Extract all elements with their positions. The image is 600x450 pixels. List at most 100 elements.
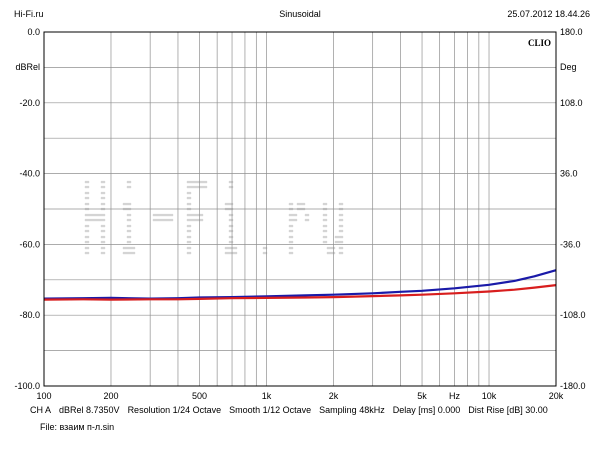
watermark-dot: [186, 240, 190, 244]
watermark-dot: [100, 246, 104, 250]
watermark-dot: [340, 213, 344, 217]
watermark-dot: [288, 202, 292, 206]
watermark-dot: [128, 235, 132, 239]
watermark-dot: [186, 196, 190, 200]
watermark-dot: [126, 202, 130, 206]
watermark-dot: [290, 246, 294, 250]
watermark-dot: [288, 235, 292, 239]
watermark-dot: [88, 218, 92, 222]
watermark-dot: [290, 202, 294, 206]
watermark-dot: [100, 213, 104, 217]
watermark-dot: [100, 180, 104, 184]
watermark-dot: [324, 213, 328, 217]
watermark-dot: [338, 202, 342, 206]
watermark-dot: [228, 229, 232, 233]
watermark-dot: [126, 218, 130, 222]
watermark-dot: [192, 213, 196, 217]
series-layer: [43, 269, 557, 301]
watermark-dot: [324, 240, 328, 244]
watermark-dot: [228, 185, 232, 189]
watermark-dot: [84, 185, 88, 189]
watermark-dot: [306, 218, 310, 222]
watermark-dot: [302, 202, 306, 206]
watermark-dot: [190, 185, 194, 189]
watermark-dot: [94, 218, 98, 222]
watermark-dot: [100, 251, 104, 255]
watermark-dot: [300, 202, 304, 206]
watermark-dot: [330, 246, 334, 250]
watermark-dot: [86, 202, 90, 206]
watermark-dot: [92, 213, 96, 217]
watermark-dot: [128, 240, 132, 244]
watermark-dot: [102, 224, 106, 228]
watermark-dot: [102, 240, 106, 244]
watermark-dot: [128, 180, 132, 184]
watermark-dot: [126, 246, 130, 250]
watermark-dot: [338, 240, 342, 244]
watermark-dot: [204, 185, 208, 189]
watermark-dot: [84, 196, 88, 200]
watermark-dot: [264, 251, 268, 255]
watermark-dot: [326, 246, 330, 250]
watermark-dot: [86, 235, 90, 239]
watermark-dot: [100, 235, 104, 239]
watermark-dot: [324, 224, 328, 228]
watermark-dot: [304, 218, 308, 222]
watermark-dot: [338, 229, 342, 233]
watermark-dot: [122, 202, 126, 206]
watermark-dot: [186, 202, 190, 206]
watermark-dot: [124, 251, 128, 255]
watermark-dot: [262, 251, 266, 255]
watermark-dot: [86, 240, 90, 244]
watermark-dot: [340, 235, 344, 239]
footer-unit-voltage: dBRel 8.7350V: [59, 405, 120, 415]
watermark-dot: [224, 202, 228, 206]
watermark-dot: [196, 185, 200, 189]
footer-resolution: Resolution 1/24 Octave: [127, 405, 222, 415]
watermark-dot: [86, 224, 90, 228]
header-title: Sinusoidal: [279, 9, 321, 19]
watermark-dot: [228, 202, 232, 206]
watermark-dot: [128, 218, 132, 222]
watermark-dot: [84, 224, 88, 228]
watermark-dot: [102, 213, 106, 217]
watermark-dot: [122, 251, 126, 255]
watermark-char: [84, 180, 106, 255]
watermark-dot: [202, 185, 206, 189]
watermark-dot: [188, 213, 192, 217]
watermark-char: [288, 202, 310, 255]
watermark-dot: [186, 213, 190, 217]
watermark-dot: [232, 251, 236, 255]
watermark-dot: [322, 229, 326, 233]
watermark-dot: [262, 246, 266, 250]
watermark-dot: [338, 246, 342, 250]
y-tick-label-left: -20.0: [19, 98, 40, 108]
watermark-dot: [330, 251, 334, 255]
watermark-dot: [328, 246, 332, 250]
watermark-dot: [186, 229, 190, 233]
watermark-dot: [126, 213, 130, 217]
watermark-dot: [290, 229, 294, 233]
watermark-dot: [84, 246, 88, 250]
watermark-dot: [324, 229, 328, 233]
watermark-dot: [226, 251, 230, 255]
watermark-dot: [122, 246, 126, 250]
watermark-dot: [186, 246, 190, 250]
watermark-dot: [322, 224, 326, 228]
watermark-dot: [304, 213, 308, 217]
watermark-dot: [336, 240, 340, 244]
watermark-dot: [340, 202, 344, 206]
y-axis-label-left: dBRel: [15, 62, 40, 72]
watermark-dot: [194, 213, 198, 217]
watermark-dot: [226, 202, 230, 206]
watermark-dot: [290, 218, 294, 222]
watermark-dot: [190, 213, 194, 217]
y-tick-label-right: 108.0: [560, 98, 583, 108]
watermark-dot: [100, 224, 104, 228]
x-tick-label: 100: [36, 391, 51, 401]
watermark-dot: [100, 196, 104, 200]
watermark-dot: [102, 180, 106, 184]
watermark-dot: [94, 213, 98, 217]
watermark-dot: [186, 235, 190, 239]
watermark-dot: [126, 185, 130, 189]
